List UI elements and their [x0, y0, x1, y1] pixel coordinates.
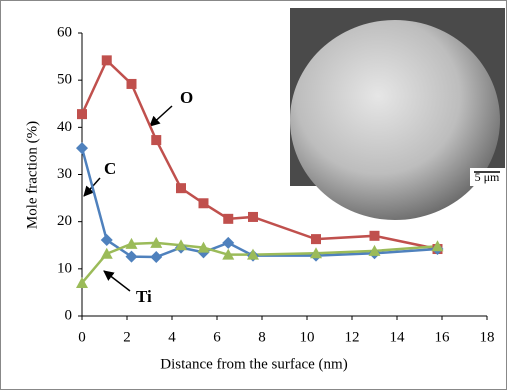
y-tick-label: 10 — [57, 260, 72, 276]
x-tick-label: 10 — [300, 329, 315, 345]
marker — [248, 212, 258, 222]
x-tick-label: 8 — [258, 329, 266, 345]
y-tick-label: 0 — [65, 307, 73, 323]
annotation: O — [180, 88, 193, 107]
chart: 5 μm Distance from the surface (nm) Mole… — [0, 0, 507, 390]
scale-label: 5 μm — [475, 170, 500, 184]
x-tick-label: 18 — [480, 329, 495, 345]
x-tick-label: 14 — [390, 329, 406, 345]
annotation: Ti — [136, 287, 152, 306]
y-tick-label: 30 — [57, 166, 72, 182]
x-tick-label: 0 — [78, 329, 86, 345]
y-tick-label: 20 — [57, 213, 72, 229]
y-tick-label: 40 — [57, 119, 72, 135]
annotation: C — [104, 159, 116, 178]
x-tick-label: 12 — [345, 329, 360, 345]
y-tick-label: 60 — [57, 24, 72, 40]
x-axis-label: Distance from the surface (nm) — [160, 356, 347, 372]
y-axis-label: Mole fraction (%) — [24, 121, 40, 229]
x-tick-label: 2 — [123, 329, 131, 345]
x-tick-label: 4 — [168, 329, 176, 345]
x-tick-label: 6 — [213, 329, 221, 345]
marker — [77, 109, 87, 119]
marker — [151, 135, 161, 145]
marker — [223, 214, 233, 224]
marker — [199, 198, 209, 208]
y-tick-label: 50 — [57, 72, 72, 88]
marker — [102, 55, 112, 65]
marker — [370, 231, 380, 241]
x-tick-label: 16 — [435, 329, 451, 345]
marker — [127, 79, 137, 89]
marker — [176, 183, 186, 193]
marker — [311, 234, 321, 244]
